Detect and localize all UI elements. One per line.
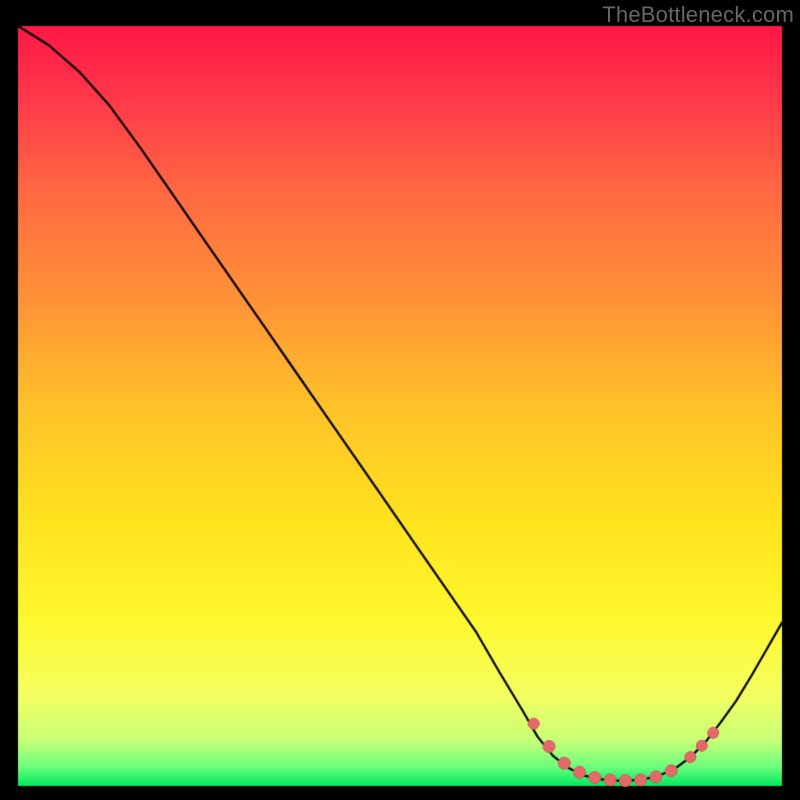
watermark-text: TheBottleneck.com <box>602 2 794 28</box>
bottleneck-chart <box>0 0 800 800</box>
